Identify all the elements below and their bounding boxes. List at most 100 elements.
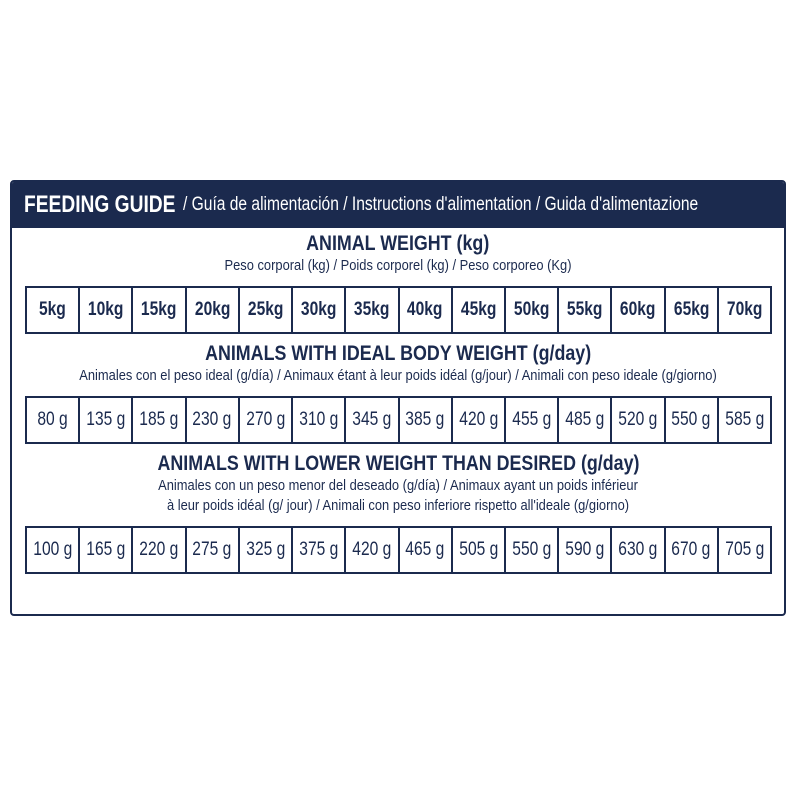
- cell-text: 220 g: [139, 539, 179, 560]
- section-title: ANIMAL WEIGHT (kg): [306, 232, 490, 255]
- section: ANIMALS WITH IDEAL BODY WEIGHT (g/day) An…: [12, 342, 784, 444]
- cell: 5kg: [27, 288, 81, 332]
- cell-text: 185 g: [139, 409, 179, 430]
- cell: 590 g: [559, 528, 613, 572]
- cell-text: 585 g: [724, 409, 764, 430]
- cell: 550 g: [666, 398, 719, 442]
- cell: 345 g: [346, 398, 400, 442]
- cell-row: 100 g 165 g 220 g 275 g 325 g 375 g 420 g 465 g…: [25, 526, 772, 574]
- cell-text: 375 g: [299, 539, 339, 560]
- cell-text: 630 g: [618, 539, 658, 560]
- cell: 25kg: [240, 288, 294, 332]
- cell: 35kg: [346, 288, 400, 332]
- cell: 455 g: [506, 398, 560, 442]
- cell: 60kg: [612, 288, 666, 332]
- cell: 10kg: [80, 288, 134, 332]
- section-subtitle: à leur poids idéal (g/ jour) / Animali c…: [166, 497, 630, 514]
- section-subtitle: Animales con un peso menor del deseado (…: [158, 477, 638, 494]
- cell: 420 g: [346, 528, 400, 572]
- cell-text: 230 g: [192, 409, 232, 430]
- cell: 420 g: [453, 398, 506, 442]
- cell-text: 65kg: [673, 299, 709, 320]
- cell: 465 g: [400, 528, 453, 572]
- cell: 230 g: [187, 398, 240, 442]
- cell: 65kg: [666, 288, 719, 332]
- cell-text: 40kg: [407, 299, 443, 320]
- cell: 80 g: [27, 398, 81, 442]
- cell: 55kg: [559, 288, 613, 332]
- cell: 185 g: [133, 398, 187, 442]
- cell-text: 385 g: [405, 409, 445, 430]
- cell: 705 g: [719, 528, 770, 572]
- cell: 385 g: [400, 398, 453, 442]
- cell-text: 50kg: [513, 299, 550, 320]
- cell-text: 70kg: [726, 299, 763, 320]
- cell-text: 5kg: [39, 299, 67, 320]
- cell: 100 g: [27, 528, 81, 572]
- cell: 40kg: [400, 288, 453, 332]
- cell-text: 420 g: [458, 409, 498, 430]
- cell: 520 g: [612, 398, 666, 442]
- section: ANIMAL WEIGHT (kg) Peso corporal (kg) / P…: [12, 232, 784, 334]
- cell-text: 705 g: [724, 539, 764, 560]
- cell: 310 g: [293, 398, 347, 442]
- cell-text: 25kg: [247, 299, 284, 320]
- cell-text: 325 g: [245, 539, 285, 560]
- cell: 485 g: [559, 398, 613, 442]
- cell: 45kg: [453, 288, 506, 332]
- cell-row: 80 g 135 g 185 g 230 g 270 g 310 g 345 g 385 g 4…: [25, 396, 772, 444]
- cell: 135 g: [80, 398, 134, 442]
- cell-text: 270 g: [245, 409, 285, 430]
- cell-text: 165 g: [86, 539, 126, 560]
- cell-text: 505 g: [458, 539, 498, 560]
- cell-text: 135 g: [86, 409, 126, 430]
- cell-text: 100 g: [33, 539, 73, 560]
- cell: 70kg: [719, 288, 770, 332]
- cell: 505 g: [453, 528, 506, 572]
- cell-text: 420 g: [352, 539, 392, 560]
- cell-text: 275 g: [192, 539, 232, 560]
- header-title: FEEDING GUIDE: [24, 191, 176, 218]
- section-title: ANIMALS WITH IDEAL BODY WEIGHT (g/day): [204, 342, 592, 365]
- section-subtitle: Peso corporal (kg) / Poids corporel (kg)…: [224, 257, 572, 274]
- cell-text: 15kg: [141, 299, 177, 320]
- cell-text: 45kg: [460, 299, 497, 320]
- cell-text: 55kg: [567, 299, 603, 320]
- cell: 550 g: [506, 528, 560, 572]
- section-subtitle: Animales con el peso ideal (g/día) / Ani…: [79, 367, 717, 384]
- cell: 165 g: [80, 528, 134, 572]
- cell-text: 345 g: [352, 409, 392, 430]
- cell-text: 485 g: [565, 409, 605, 430]
- feeding-guide: FEEDING GUIDE / Guía de alimentación / I…: [10, 180, 786, 616]
- cell-row: 5kg 10kg 15kg 20kg 25kg 30kg 35kg 40kg 45kg 50kg 5…: [25, 286, 772, 334]
- cell-text: 20kg: [194, 299, 231, 320]
- cell-text: 35kg: [354, 299, 390, 320]
- header: FEEDING GUIDE / Guía de alimentación / I…: [12, 182, 784, 228]
- cell: 20kg: [187, 288, 240, 332]
- cell-text: 10kg: [88, 299, 124, 320]
- cell-text: 670 g: [671, 539, 711, 560]
- cell-text: 310 g: [299, 409, 339, 430]
- cell: 275 g: [187, 528, 240, 572]
- cell-text: 60kg: [620, 299, 656, 320]
- cell: 585 g: [719, 398, 770, 442]
- section: ANIMALS WITH LOWER WEIGHT THAN DESIRED (…: [12, 452, 784, 574]
- cell-text: 80 g: [37, 409, 68, 430]
- cell-text: 550 g: [512, 539, 552, 560]
- cell-text: 590 g: [565, 539, 605, 560]
- cell: 50kg: [506, 288, 560, 332]
- cell-text: 550 g: [671, 409, 711, 430]
- cell-text: 30kg: [300, 299, 337, 320]
- cell-text: 455 g: [512, 409, 552, 430]
- cell: 630 g: [612, 528, 666, 572]
- cell: 375 g: [293, 528, 347, 572]
- sections: ANIMAL WEIGHT (kg) Peso corporal (kg) / P…: [12, 232, 784, 574]
- cell: 30kg: [293, 288, 347, 332]
- header-subtitle: / Guía de alimentación / Instructions d'…: [183, 194, 699, 215]
- cell: 325 g: [240, 528, 294, 572]
- cell: 670 g: [666, 528, 719, 572]
- cell: 270 g: [240, 398, 294, 442]
- cell-text: 465 g: [405, 539, 445, 560]
- cell-text: 520 g: [618, 409, 658, 430]
